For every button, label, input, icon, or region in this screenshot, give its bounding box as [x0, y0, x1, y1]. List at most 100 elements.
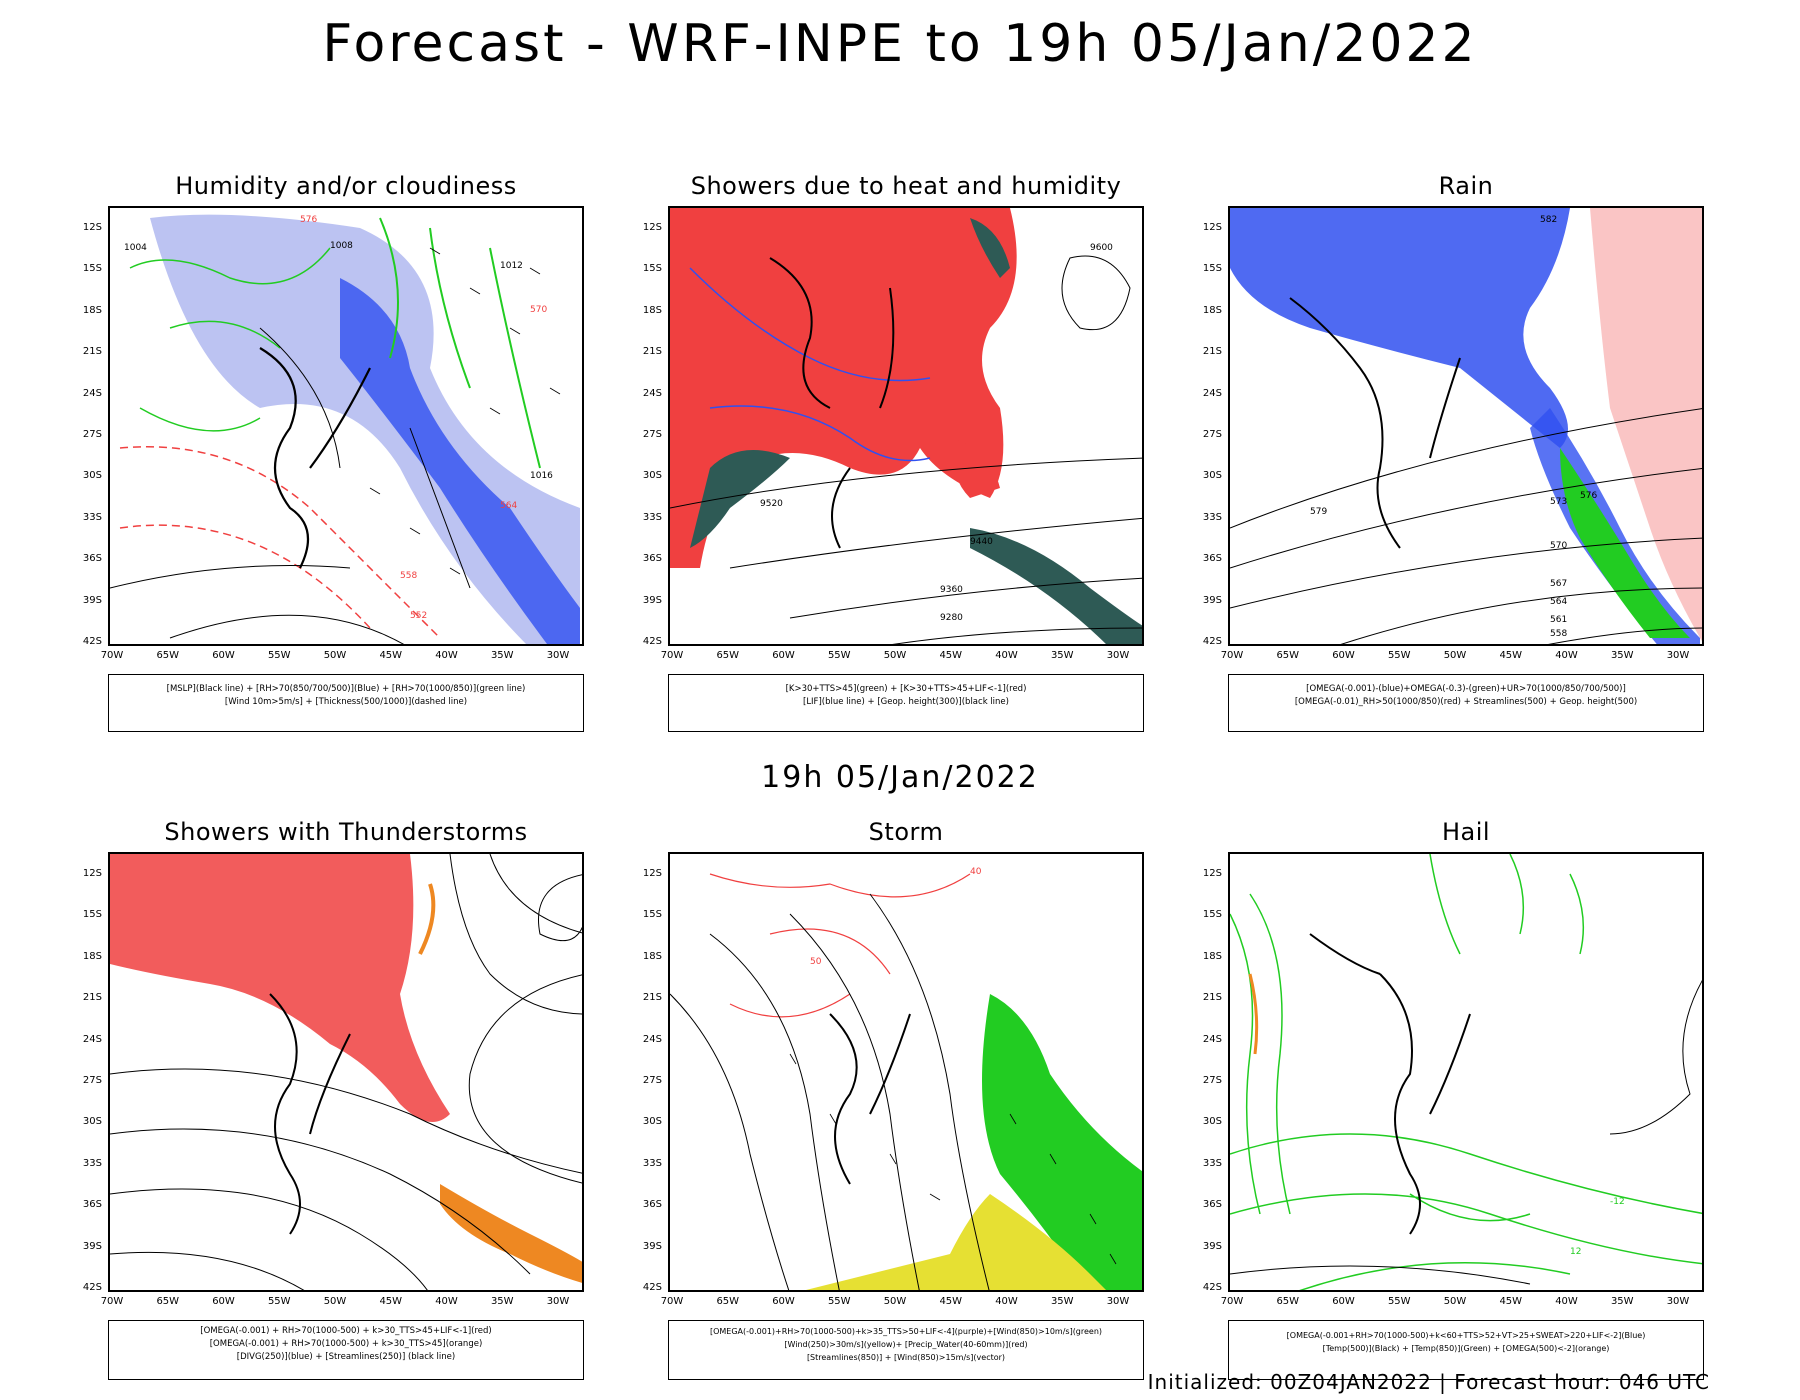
- lon-tick-label: 30W: [546, 1296, 570, 1307]
- contour-label: 9280: [940, 613, 963, 623]
- lat-tick-label: 27S: [642, 1075, 662, 1086]
- legend: [K>30+TTS>45](green) + [K>30+TTS>45+LIF<…: [668, 674, 1144, 732]
- lon-tick-label: 60W: [1332, 650, 1355, 661]
- lon-tick-label: 65W: [156, 650, 180, 661]
- contour-label: 1008: [330, 241, 353, 251]
- contour-label: 552: [410, 611, 427, 621]
- contour-label: 50: [810, 957, 822, 967]
- lat-tick-label: 27S: [1202, 429, 1222, 440]
- lon-tick-label: 35W: [490, 1296, 514, 1307]
- lon-tick-label: 55W: [827, 650, 851, 661]
- lat-tick-label: 30S: [642, 470, 662, 482]
- lat-tick-label: 36S: [1202, 1199, 1222, 1211]
- lon-tick-label: 35W: [1610, 1296, 1634, 1307]
- lon-tick-label: 70W: [100, 650, 124, 661]
- lat-tick-label: 18S: [1202, 950, 1222, 962]
- panel-title: Hail: [1441, 818, 1491, 846]
- lon-tick-label: 60W: [772, 650, 795, 661]
- contour-label: 558: [1550, 629, 1567, 639]
- lon-tick-label: 35W: [1610, 650, 1634, 661]
- lon-tick-label: 50W: [883, 650, 907, 661]
- lat-tick-label: 12S: [1202, 222, 1222, 233]
- lat-tick-label: 12S: [642, 868, 662, 879]
- lat-tick-label: 36S: [642, 553, 662, 565]
- lon-tick-label: 40W: [995, 1296, 1018, 1307]
- map-showers-heat: 9600 9520 9440 9360 9280: [668, 206, 1144, 646]
- lon-tick-label: 60W: [1332, 1296, 1355, 1307]
- lat-tick-label: 30S: [642, 1116, 662, 1128]
- panel-title: Storm: [868, 818, 944, 846]
- legend: [OMEGA(-0.001) + RH>70(1000-500) + k>30_…: [108, 1320, 584, 1380]
- lat-tick-label: 15S: [642, 909, 662, 921]
- contour-label: 576: [300, 215, 317, 225]
- lat-tick-label: 42S: [82, 1282, 102, 1293]
- contour-label: 570: [1550, 541, 1567, 551]
- lon-tick-label: 30W: [1666, 650, 1690, 661]
- lon-tick-label: 65W: [716, 650, 740, 661]
- lat-tick-label: 33S: [82, 511, 102, 523]
- lon-tick-label: 30W: [546, 650, 570, 661]
- lon-tick-label: 45W: [379, 1296, 403, 1307]
- lat-tick-label: 42S: [1202, 1282, 1222, 1293]
- lon-tick-label: 70W: [660, 650, 684, 661]
- lat-tick-label: 21S: [642, 346, 662, 358]
- lat-tick-label: 21S: [642, 992, 662, 1004]
- lon-tick-label: 70W: [1220, 1296, 1244, 1307]
- lat-tick-label: 27S: [1202, 1075, 1222, 1086]
- map-rain: 582 579 576 573 570 567 564 561 558: [1228, 206, 1704, 646]
- lon-tick-label: 40W: [1555, 1296, 1578, 1307]
- lon-tick-label: 70W: [1220, 650, 1244, 661]
- lat-tick-label: 30S: [1202, 1116, 1222, 1128]
- lon-tick-label: 65W: [1276, 1296, 1300, 1307]
- map-thunderstorms: [108, 852, 584, 1292]
- contour-label: -12: [1610, 1197, 1625, 1207]
- lat-tick-label: 21S: [1202, 992, 1222, 1004]
- lon-tick-label: 45W: [379, 650, 403, 661]
- lat-tick-label: 42S: [642, 1282, 662, 1293]
- lat-tick-label: 15S: [1202, 263, 1222, 275]
- contour-label: 564: [500, 501, 517, 511]
- contour-label: 1016: [530, 471, 553, 481]
- lat-tick-label: 36S: [642, 1199, 662, 1211]
- lon-tick-label: 70W: [100, 1296, 124, 1307]
- lat-tick-label: 15S: [642, 263, 662, 275]
- lat-tick-label: 36S: [1202, 553, 1222, 565]
- contour-label: 12: [1570, 1247, 1581, 1257]
- lat-tick-label: 39S: [82, 1240, 102, 1252]
- map-graphic: 1004 1008 1012 1016 576 570 564 558 552: [110, 214, 580, 644]
- contour-label: 1012: [500, 261, 523, 271]
- map-hail: -12 12: [1228, 852, 1704, 1292]
- lon-tick-label: 40W: [995, 650, 1018, 661]
- lon-tick-label: 55W: [267, 650, 291, 661]
- contour-label: 573: [1550, 497, 1567, 507]
- contour-label: 564: [1550, 597, 1567, 607]
- contour-label: 40: [970, 867, 982, 877]
- lat-tick-label: 42S: [1202, 636, 1222, 647]
- lon-tick-label: 60W: [772, 1296, 795, 1307]
- map-graphic: 50 40: [670, 867, 1142, 1290]
- lat-tick-label: 24S: [1202, 387, 1222, 399]
- contour-label: 582: [1540, 215, 1557, 225]
- lat-tick-label: 12S: [82, 868, 102, 879]
- lon-tick-label: 45W: [1499, 650, 1523, 661]
- lon-tick-label: 30W: [1106, 650, 1130, 661]
- panel-title: Showers due to heat and humidity: [690, 172, 1122, 200]
- lon-tick-label: 40W: [1555, 650, 1578, 661]
- map-graphic: 9600 9520 9440 9360 9280: [670, 208, 1142, 644]
- contour-label: 9360: [940, 585, 963, 595]
- lat-tick-label: 30S: [1202, 470, 1222, 482]
- lon-tick-label: 45W: [939, 650, 963, 661]
- map-humidity: 1004 1008 1012 1016 576 570 564 558 552: [108, 206, 584, 646]
- legend: [MSLP](Black line) + [RH>70(850/700/500)…: [108, 674, 584, 732]
- lon-tick-label: 45W: [1499, 1296, 1523, 1307]
- lat-tick-label: 18S: [1202, 304, 1222, 316]
- lon-tick-label: 35W: [1050, 650, 1074, 661]
- lat-tick-label: 33S: [1202, 511, 1222, 523]
- contour-label: 570: [530, 305, 547, 315]
- lat-tick-label: 39S: [642, 594, 662, 606]
- lat-tick-label: 39S: [82, 594, 102, 606]
- lon-tick-label: 60W: [212, 1296, 235, 1307]
- legend: [OMEGA(-0.001)+RH>70(1000-500)+k>35_TTS>…: [668, 1320, 1144, 1380]
- lat-tick-label: 24S: [1202, 1033, 1222, 1045]
- lat-tick-label: 30S: [82, 1116, 102, 1128]
